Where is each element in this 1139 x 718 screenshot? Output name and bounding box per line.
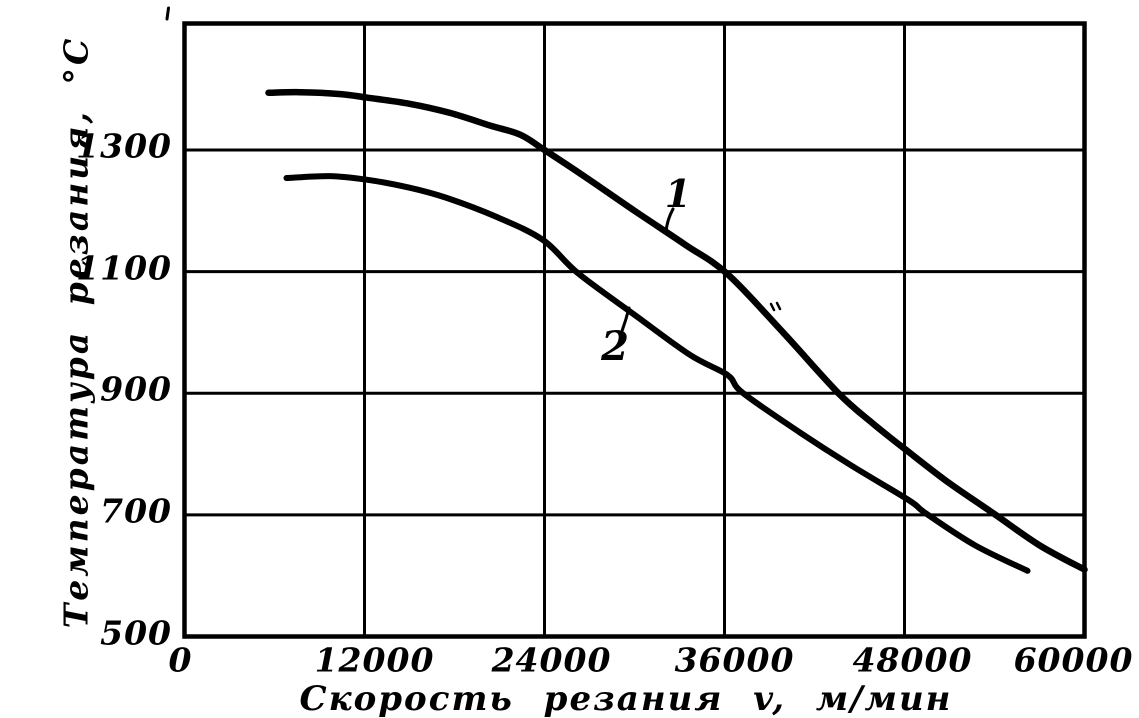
x-tick-label-60000: 60000 — [1013, 640, 1134, 680]
y-tick-label-1100: 1100 — [76, 248, 172, 288]
x-axis-title: Скорость резания v, м/мин — [299, 679, 953, 718]
curve-2-label: 2 — [601, 323, 629, 370]
scan-artifact-ditto-mark — [769, 301, 782, 312]
curve-1 — [265, 88, 1088, 573]
x-tick-label-24000: 24000 — [491, 640, 612, 680]
curve-2 — [283, 173, 1031, 574]
x-tick-label-48000: 48000 — [852, 640, 973, 680]
y-axis-title: Температура резания, °С — [56, 35, 96, 629]
curve-2-leader-line — [620, 306, 631, 333]
y-tick-label-500: 500 — [100, 613, 172, 652]
y-tick-label-1300: 1300 — [76, 126, 172, 166]
x-tick-label-36000: 36000 — [674, 640, 795, 680]
x-tick-label-0: 0 — [168, 640, 193, 680]
y-tick-label-700: 700 — [100, 491, 172, 531]
scan-artifact-tick — [165, 6, 170, 21]
x-tick-label-12000: 12000 — [314, 640, 435, 680]
curve-1-label: 1 — [664, 171, 692, 216]
y-tick-label-900: 900 — [100, 369, 172, 409]
curve-1-leader-line — [664, 207, 675, 234]
plot-border — [182, 21, 1087, 639]
